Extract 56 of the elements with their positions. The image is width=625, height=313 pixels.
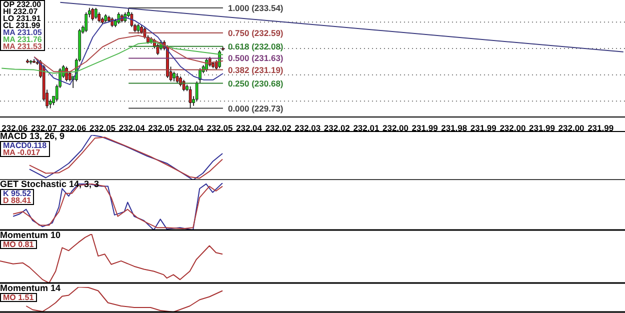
candlestick xyxy=(172,71,176,82)
annotation: OP 232.00 xyxy=(3,0,42,9)
series-label: MA -0.017 xyxy=(3,148,40,157)
x-tick-label: 231.99 xyxy=(412,123,438,134)
annotation: CL 231.99 xyxy=(3,21,40,30)
annotation: HI 232.07 xyxy=(3,7,38,16)
candlestick xyxy=(182,79,186,92)
candlestick xyxy=(188,86,192,109)
chart-title: Momentum 14 xyxy=(0,283,61,293)
candlestick xyxy=(117,12,120,24)
series-label: MO 0.81 xyxy=(3,240,34,249)
x-tick-label: 231.99 xyxy=(528,123,556,134)
x-tick-label: 232.04 xyxy=(118,123,146,134)
ref-line-label: 0.000 (229.73) xyxy=(228,103,284,114)
candlestick xyxy=(94,7,98,20)
x-tick-label: 231.98 xyxy=(441,123,468,134)
candlestick xyxy=(176,72,179,84)
text: MACD0.118 xyxy=(3,141,47,150)
ref-line-label: 0.382 (231.19) xyxy=(228,64,284,75)
x-tick-label: 232.00 xyxy=(500,123,526,134)
ref-line-label: 0.250 (230.68) xyxy=(228,78,284,88)
x-tick-label: 232.02 xyxy=(324,123,350,134)
x-tick-label: 232.05 xyxy=(206,123,233,134)
chart-title: MACD 13, 26, 9 xyxy=(0,131,65,141)
ref-line-label: 0.750 (232.59) xyxy=(228,28,284,38)
x-tick-label: 231.99 xyxy=(470,123,497,134)
x-tick-label: 231.99 xyxy=(588,123,614,134)
x-tick-label: 232.01 xyxy=(353,123,380,134)
candlestick xyxy=(68,71,72,82)
x-tick-label: 232.05 xyxy=(148,123,174,134)
candlestick xyxy=(98,12,101,23)
candlestick xyxy=(84,12,88,33)
x-tick-label: 232.04 xyxy=(177,123,204,134)
series-label: K 95.52 xyxy=(3,189,32,198)
series-label: D 88.41 xyxy=(3,196,32,205)
annotation: LO 231.91 xyxy=(3,14,42,23)
x-tick-label: 232.02 xyxy=(265,123,292,134)
x-tick-label: 232.04 xyxy=(236,123,262,134)
ref-line-label: 0.618 (232.08) xyxy=(228,41,284,52)
candlestick xyxy=(110,16,114,28)
series-label: MA 231.53 xyxy=(3,42,42,51)
x-tick-label: 232.00 xyxy=(558,123,585,134)
chart-title: Momentum 10 xyxy=(0,230,61,240)
ref-line-label: 1.000 (233.54) xyxy=(228,2,284,13)
x-tick-label: 232.00 xyxy=(382,123,409,134)
x-tick-label: 232.03 xyxy=(294,123,321,134)
text: MA 231.76 xyxy=(3,35,42,44)
x-tick-label: 232.07 xyxy=(30,123,58,134)
ref-line-label: 0.500 (231.63) xyxy=(228,53,284,64)
text: MA 231.05 xyxy=(3,28,42,37)
candlestick xyxy=(91,7,94,22)
x-tick-label: 232.06 xyxy=(60,123,87,134)
series-label: MO 1.51 xyxy=(3,293,34,302)
x-tick-label: 232.05 xyxy=(90,123,116,134)
candlestick xyxy=(124,12,127,23)
x-tick-label: 232.06 xyxy=(2,123,28,134)
